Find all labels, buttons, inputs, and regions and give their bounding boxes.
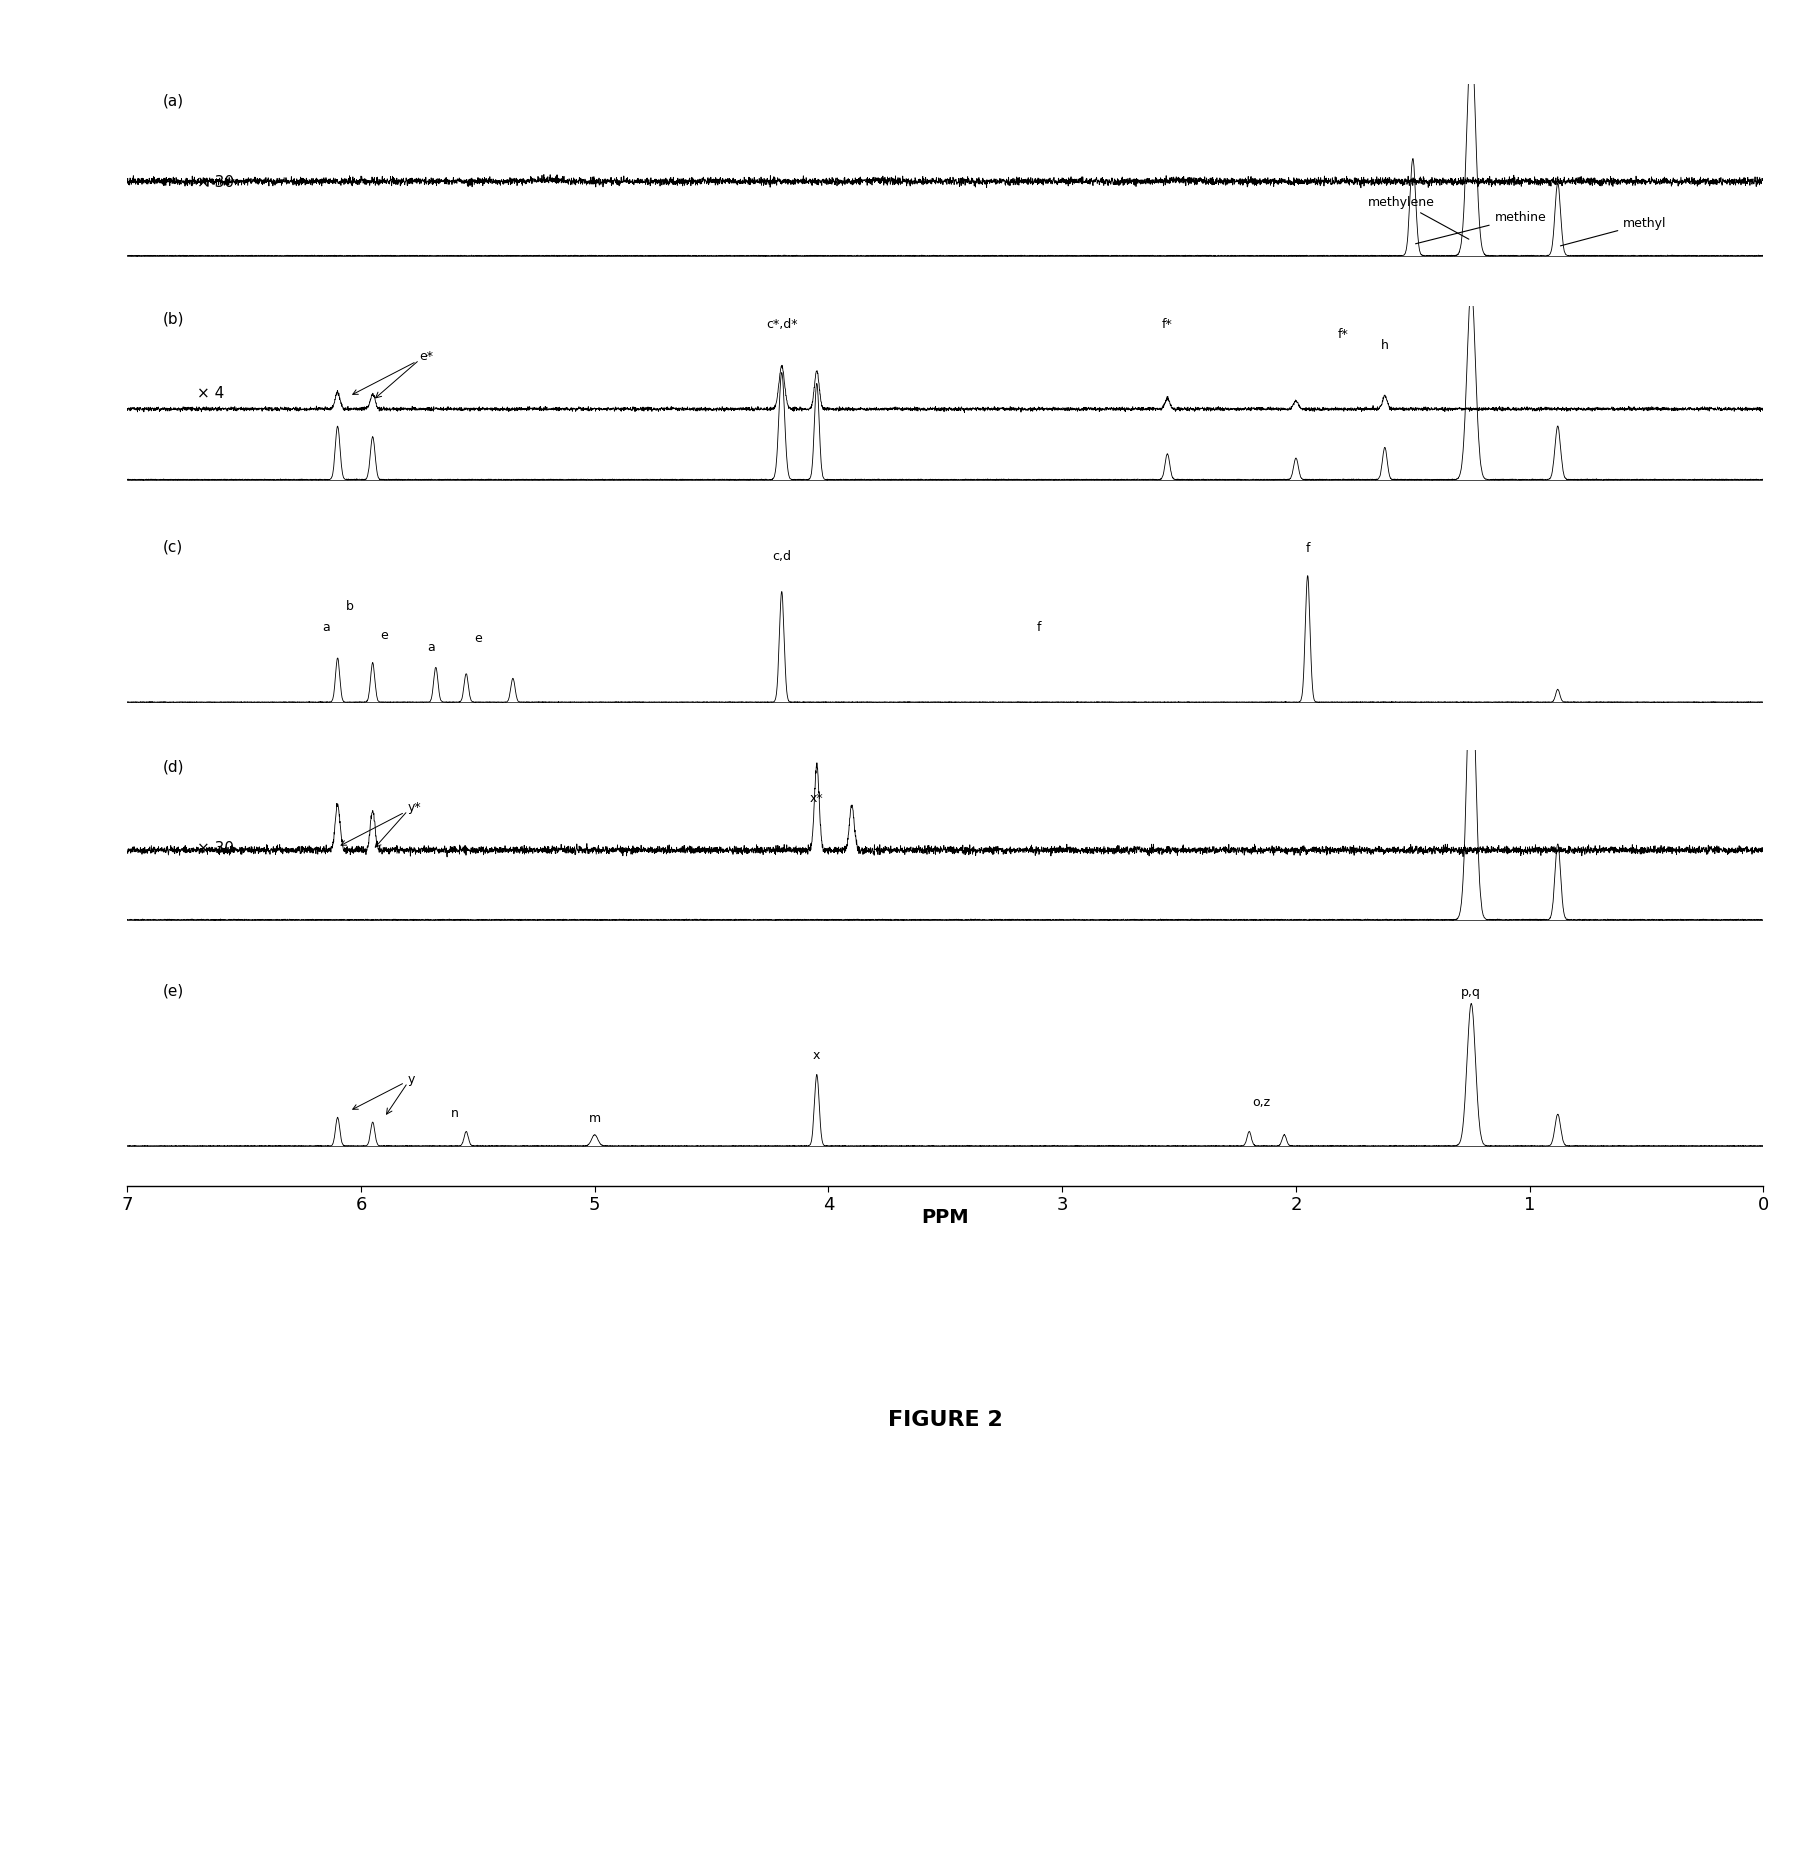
Text: p,q: p,q [1462, 985, 1482, 998]
Text: c,d: c,d [773, 550, 791, 563]
Text: x: x [813, 1049, 820, 1062]
Text: f*: f* [1162, 317, 1173, 330]
Text: × 30: × 30 [198, 840, 235, 855]
Text: n: n [451, 1107, 458, 1120]
Text: methyl: methyl [1560, 218, 1667, 246]
Text: f*: f* [1338, 328, 1349, 341]
Text: methylene: methylene [1367, 195, 1469, 238]
Text: b: b [345, 600, 353, 613]
Text: (e): (e) [162, 983, 184, 998]
Text: y*: y* [342, 801, 422, 846]
Text: a: a [427, 642, 435, 655]
Text: f: f [1305, 542, 1311, 555]
Text: h: h [1382, 340, 1389, 353]
Text: (d): (d) [162, 760, 184, 775]
Text: o,z: o,z [1253, 1096, 1271, 1109]
Text: c*,d*: c*,d* [765, 317, 798, 330]
Text: f: f [1036, 621, 1042, 634]
Text: a: a [322, 621, 329, 634]
Text: m: m [589, 1112, 600, 1126]
Text: (a): (a) [162, 94, 184, 109]
Text: x*: x* [811, 792, 824, 805]
Text: × 30: × 30 [198, 176, 235, 191]
Text: (b): (b) [162, 311, 184, 326]
Text: (c): (c) [162, 540, 182, 555]
Text: e: e [380, 628, 389, 642]
Text: e: e [474, 632, 482, 645]
Text: × 4: × 4 [198, 386, 225, 401]
Text: e*: e* [353, 349, 433, 394]
Text: methine: methine [1416, 210, 1547, 244]
Text: y: y [353, 1073, 415, 1109]
Text: PPM: PPM [922, 1208, 969, 1227]
Text: FIGURE 2: FIGURE 2 [887, 1409, 1004, 1430]
